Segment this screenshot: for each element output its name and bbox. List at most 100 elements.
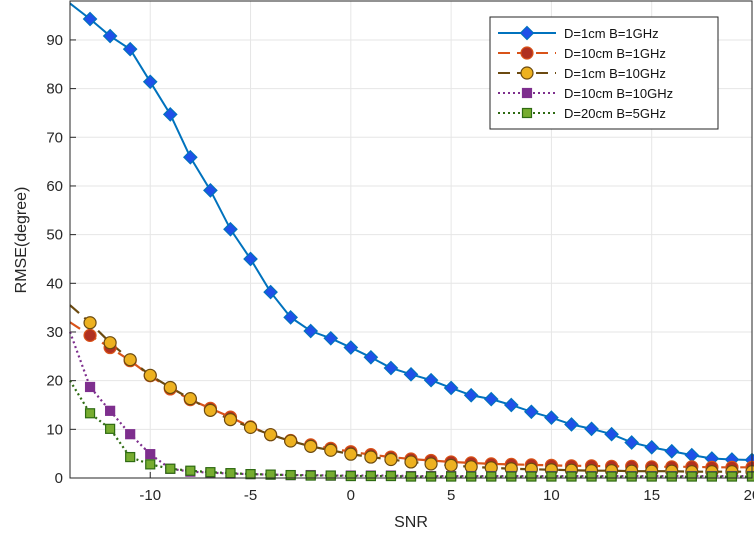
data-point xyxy=(325,470,336,481)
data-point xyxy=(383,360,399,376)
data-point xyxy=(285,469,296,481)
data-point xyxy=(606,471,617,482)
data-point xyxy=(323,330,339,346)
y-tick-label: 80 xyxy=(46,81,63,98)
data-point xyxy=(423,372,439,388)
legend-entry: D=1cm B=1GHz xyxy=(498,25,659,41)
data-point xyxy=(466,471,477,482)
x-tick-label: 10 xyxy=(543,487,560,504)
legend: D=1cm B=1GHz D=10cm B=1GHz D=1cm B=10GHz D=… xyxy=(489,16,719,130)
series-line-4 xyxy=(68,331,752,478)
x-tick-label: 5 xyxy=(447,487,455,504)
data-point xyxy=(265,469,276,480)
data-point xyxy=(163,380,177,395)
data-point xyxy=(185,465,196,476)
data-point xyxy=(364,450,378,464)
legend-label: D=1cm B=10GHz xyxy=(564,66,666,81)
data-point xyxy=(506,471,517,482)
data-point xyxy=(404,455,418,469)
y-tick-label: 20 xyxy=(46,373,63,390)
data-point xyxy=(686,471,697,482)
data-point xyxy=(425,471,437,482)
data-point xyxy=(82,11,98,27)
data-point xyxy=(283,310,298,325)
data-point xyxy=(584,421,599,437)
data-point xyxy=(443,380,459,396)
legend-entry: D=10cm B=1GHz xyxy=(498,46,666,61)
data-point xyxy=(626,471,637,482)
data-point xyxy=(125,429,136,440)
data-point xyxy=(83,316,97,330)
data-point xyxy=(305,470,316,481)
data-point xyxy=(243,251,258,267)
data-point xyxy=(324,443,338,457)
data-point xyxy=(223,221,238,237)
data-point xyxy=(363,349,379,365)
data-point xyxy=(646,471,657,482)
data-point xyxy=(384,452,398,467)
legend-entry: D=1cm B=10GHz xyxy=(498,66,666,81)
data-point xyxy=(586,471,597,482)
y-tick-label: 60 xyxy=(46,178,63,195)
x-tick-label: -10 xyxy=(139,487,161,504)
data-point xyxy=(143,368,157,382)
data-point xyxy=(103,336,117,350)
legend-marker xyxy=(520,46,534,60)
data-point xyxy=(345,470,356,482)
data-point xyxy=(405,471,417,482)
data-point xyxy=(162,107,178,122)
x-tick-label: -5 xyxy=(244,487,257,504)
data-point xyxy=(102,28,118,44)
y-tick-label: 30 xyxy=(46,324,63,341)
data-point xyxy=(403,366,419,382)
plot-frame xyxy=(69,0,753,479)
y-axis-label: RMSE(degree) xyxy=(13,187,30,294)
series-markers-5 xyxy=(84,408,754,482)
data-point xyxy=(243,420,258,434)
data-point xyxy=(503,397,519,413)
data-point xyxy=(544,410,559,425)
data-point xyxy=(644,439,660,455)
data-point xyxy=(203,182,218,198)
y-tick-label: 10 xyxy=(46,421,63,438)
data-point xyxy=(142,74,158,90)
data-point xyxy=(546,471,557,482)
data-point xyxy=(365,470,376,482)
data-point xyxy=(385,470,397,482)
data-point xyxy=(304,439,318,453)
data-point xyxy=(726,471,738,482)
data-point xyxy=(566,471,577,482)
tick-labels: -10 -5 0 5 10 15 20 0 10 20 30 40 50 60 70 80 90 xyxy=(46,32,754,504)
data-point xyxy=(343,340,359,355)
data-point xyxy=(105,405,116,416)
series-markers xyxy=(82,11,754,482)
legend-label: D=10cm B=10GHz xyxy=(564,86,673,101)
legend-entry: D=10cm B=10GHz xyxy=(498,86,673,101)
data-point xyxy=(344,447,358,461)
data-point xyxy=(223,412,238,427)
data-point xyxy=(263,428,278,442)
data-point xyxy=(123,353,137,367)
data-point xyxy=(524,404,539,420)
data-point xyxy=(83,328,97,342)
data-point xyxy=(145,459,156,470)
x-tick-label: 15 xyxy=(643,487,660,504)
x-tick-label: 0 xyxy=(347,487,355,504)
data-point xyxy=(604,426,619,442)
x-axis-label: SNR xyxy=(394,514,428,531)
data-point xyxy=(303,323,319,339)
data-point xyxy=(263,284,278,300)
legend-marker xyxy=(521,107,533,119)
data-point xyxy=(183,392,197,406)
y-tick-label: 90 xyxy=(46,32,63,49)
data-point xyxy=(486,471,497,482)
legend-marker xyxy=(521,87,533,99)
legend-entry: D=20cm B=5GHz xyxy=(498,106,666,121)
data-point xyxy=(463,387,479,403)
legend-marker xyxy=(519,25,535,41)
legend-marker xyxy=(520,66,534,80)
data-point xyxy=(84,408,96,419)
data-point xyxy=(125,451,136,463)
data-point xyxy=(526,471,537,482)
